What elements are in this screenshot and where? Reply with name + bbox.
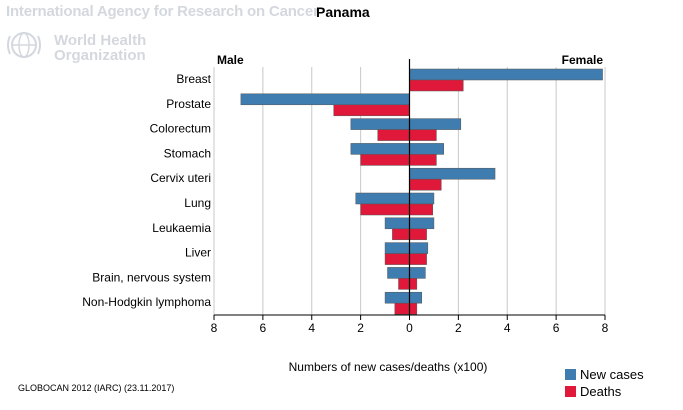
- x-tick-label: 8: [211, 321, 218, 335]
- who-logo-icon: [7, 32, 41, 58]
- bar-new-cases-male: [384, 291, 410, 304]
- x-axis-label: Numbers of new cases/deaths (x100): [289, 360, 488, 374]
- female-label: Female: [562, 53, 604, 67]
- who-name-line1: World Health: [54, 32, 147, 49]
- legend-item-deaths: Deaths: [565, 383, 644, 400]
- bar-new-cases-male: [387, 267, 410, 279]
- bar-new-cases-male: [350, 118, 410, 130]
- bar-deaths-female: [409, 253, 427, 265]
- bar-deaths-female: [409, 79, 464, 92]
- bar-deaths-female: [409, 228, 427, 241]
- category-label: Liver: [185, 246, 211, 260]
- category-label: Prostate: [166, 97, 211, 111]
- bar-deaths-male: [360, 203, 410, 216]
- bar-deaths-male: [377, 129, 410, 141]
- category-label: Lung: [184, 196, 211, 210]
- bar-new-cases-female: [409, 167, 496, 180]
- bar-deaths-female: [409, 178, 442, 191]
- category-label: Non-Hodgkin lymphoma: [82, 295, 211, 309]
- legend-label-deaths: Deaths: [580, 384, 622, 399]
- bar-deaths-female: [409, 129, 437, 141]
- bar-deaths-male: [392, 228, 410, 241]
- legend-item-new-cases: New cases: [565, 366, 644, 383]
- category-label: Colorectum: [150, 122, 211, 136]
- legend-swatch-deaths: [565, 386, 576, 397]
- grid-lines: [213, 67, 606, 315]
- category-label: Cervix uteri: [150, 171, 211, 185]
- who-name-line2: Organization: [54, 47, 146, 64]
- bar-deaths-male: [384, 253, 410, 265]
- bar-new-cases-female: [409, 267, 426, 279]
- source-footer: GLOBOCAN 2012 (IARC) (23.11.2017): [18, 383, 175, 393]
- bar-deaths-male: [333, 104, 410, 117]
- x-tick-label: 4: [504, 321, 511, 335]
- bar-new-cases-female: [409, 217, 435, 230]
- x-tick-label: 6: [553, 321, 560, 335]
- category-label: Brain, nervous system: [92, 270, 211, 284]
- x-tick-label: 2: [357, 321, 364, 335]
- x-tick-label: 2: [455, 321, 462, 335]
- legend: New cases Deaths: [565, 366, 644, 400]
- bar-new-cases-female: [409, 143, 444, 155]
- bar-new-cases-female: [409, 242, 429, 254]
- bar-deaths-male: [398, 278, 410, 290]
- bar-new-cases-female: [409, 118, 462, 130]
- bars: [240, 68, 603, 315]
- axis: 8 6 4 2 0 2 4 6 8 Breast Prostate Colorectum Stomach…: [82, 59, 609, 335]
- chart-title: Panama: [316, 4, 370, 20]
- x-tick-label: 6: [260, 321, 267, 335]
- bar-new-cases-male: [384, 217, 410, 230]
- bar-deaths-male: [394, 302, 410, 315]
- bar-deaths-female: [409, 154, 437, 166]
- bar-new-cases-female: [409, 68, 603, 81]
- bar-deaths-female: [409, 203, 433, 216]
- male-label: Male: [217, 53, 244, 67]
- bar-new-cases-female: [409, 291, 422, 304]
- x-tick-label: 4: [308, 321, 315, 335]
- who-name: World Health Organization: [54, 33, 146, 63]
- x-tick-label: 0: [406, 321, 413, 335]
- bar-new-cases-male: [355, 192, 410, 205]
- category-label: Stomach: [164, 146, 211, 160]
- bar-deaths-female: [409, 302, 418, 315]
- bar-new-cases-female: [409, 192, 435, 205]
- category-label: Breast: [176, 72, 211, 86]
- bar-new-cases-male: [240, 93, 410, 106]
- bar-deaths-female: [409, 278, 418, 290]
- iarc-title: International Agency for Research on Can…: [6, 3, 319, 20]
- bar-deaths-male: [360, 154, 410, 166]
- legend-label-new-cases: New cases: [580, 367, 644, 382]
- bar-new-cases-male: [384, 242, 410, 254]
- x-tick-label: 8: [602, 321, 609, 335]
- category-label: Leukaemia: [152, 221, 211, 235]
- legend-swatch-new-cases: [565, 369, 576, 380]
- bar-new-cases-male: [350, 143, 410, 155]
